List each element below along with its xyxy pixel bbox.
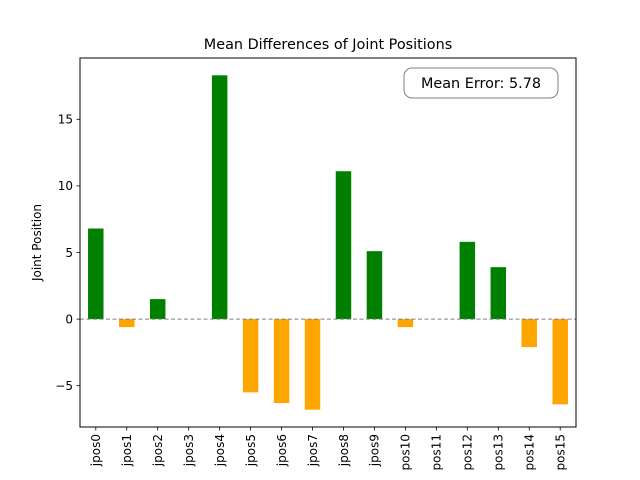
y-tick-label: 0 bbox=[65, 312, 73, 326]
bar-pos15 bbox=[552, 319, 568, 405]
x-tick-label-jpos7: jpos7 bbox=[306, 434, 320, 467]
bar-jpos5 bbox=[242, 319, 259, 393]
bar-pos13 bbox=[490, 267, 507, 320]
mean-error-annotation: Mean Error: 5.78 bbox=[403, 67, 559, 99]
y-tick-label: 15 bbox=[58, 113, 73, 127]
x-tick-label-jpos5: jpos5 bbox=[244, 434, 258, 467]
x-tick-label-jpos3: jpos3 bbox=[182, 434, 196, 467]
bar-pos10 bbox=[397, 319, 414, 328]
y-tick-label: 10 bbox=[58, 179, 73, 193]
x-tick-label-jpos1: jpos1 bbox=[120, 434, 134, 467]
bar-jpos6 bbox=[273, 319, 290, 404]
plot-area bbox=[80, 58, 576, 427]
bar-jpos9 bbox=[366, 251, 383, 320]
x-tick-label-jpos8: jpos8 bbox=[337, 434, 351, 467]
bar-jpos0 bbox=[88, 228, 104, 320]
bar-pos14 bbox=[521, 319, 537, 348]
x-tick-label-jpos9: jpos9 bbox=[368, 434, 382, 467]
x-tick-label-jpos2: jpos2 bbox=[151, 434, 165, 467]
bar-jpos8 bbox=[335, 171, 352, 320]
bar-jpos4 bbox=[211, 75, 228, 320]
bar-pos12 bbox=[459, 241, 476, 320]
bar-jpos1 bbox=[119, 319, 135, 328]
plot-frame bbox=[79, 57, 577, 428]
annotation-box bbox=[403, 67, 559, 99]
x-tick-label-pos15: pos15 bbox=[554, 434, 568, 470]
chart-title: Mean Differences of Joint Positions bbox=[204, 37, 452, 53]
bar-jpos7 bbox=[304, 319, 321, 410]
x-tick-label-pos13: pos13 bbox=[492, 434, 506, 470]
x-tick-label-pos10: pos10 bbox=[399, 434, 413, 470]
y-tick-label: 5 bbox=[65, 246, 73, 260]
bar-jpos2 bbox=[149, 299, 166, 320]
y-axis-label: Joint Position bbox=[30, 204, 44, 282]
x-tick-label-pos11: pos11 bbox=[430, 434, 444, 470]
x-axis: jpos0 jpos1 jpos2 jpos3 jpos4 jpos5 jpos6 jpos7… bbox=[89, 427, 568, 470]
y-axis: −5 0 5 10 15 bbox=[55, 113, 80, 393]
bars-layer bbox=[88, 75, 568, 410]
x-tick-label-jpos6: jpos6 bbox=[275, 434, 289, 467]
y-tick-label: −5 bbox=[55, 379, 73, 393]
x-tick-label-pos12: pos12 bbox=[461, 434, 475, 470]
x-tick-label-pos14: pos14 bbox=[523, 434, 537, 470]
annotation-text: Mean Error: 5.78 bbox=[421, 76, 541, 92]
x-tick-label-jpos4: jpos4 bbox=[213, 434, 227, 467]
x-tick-label-jpos0: jpos0 bbox=[89, 434, 103, 467]
